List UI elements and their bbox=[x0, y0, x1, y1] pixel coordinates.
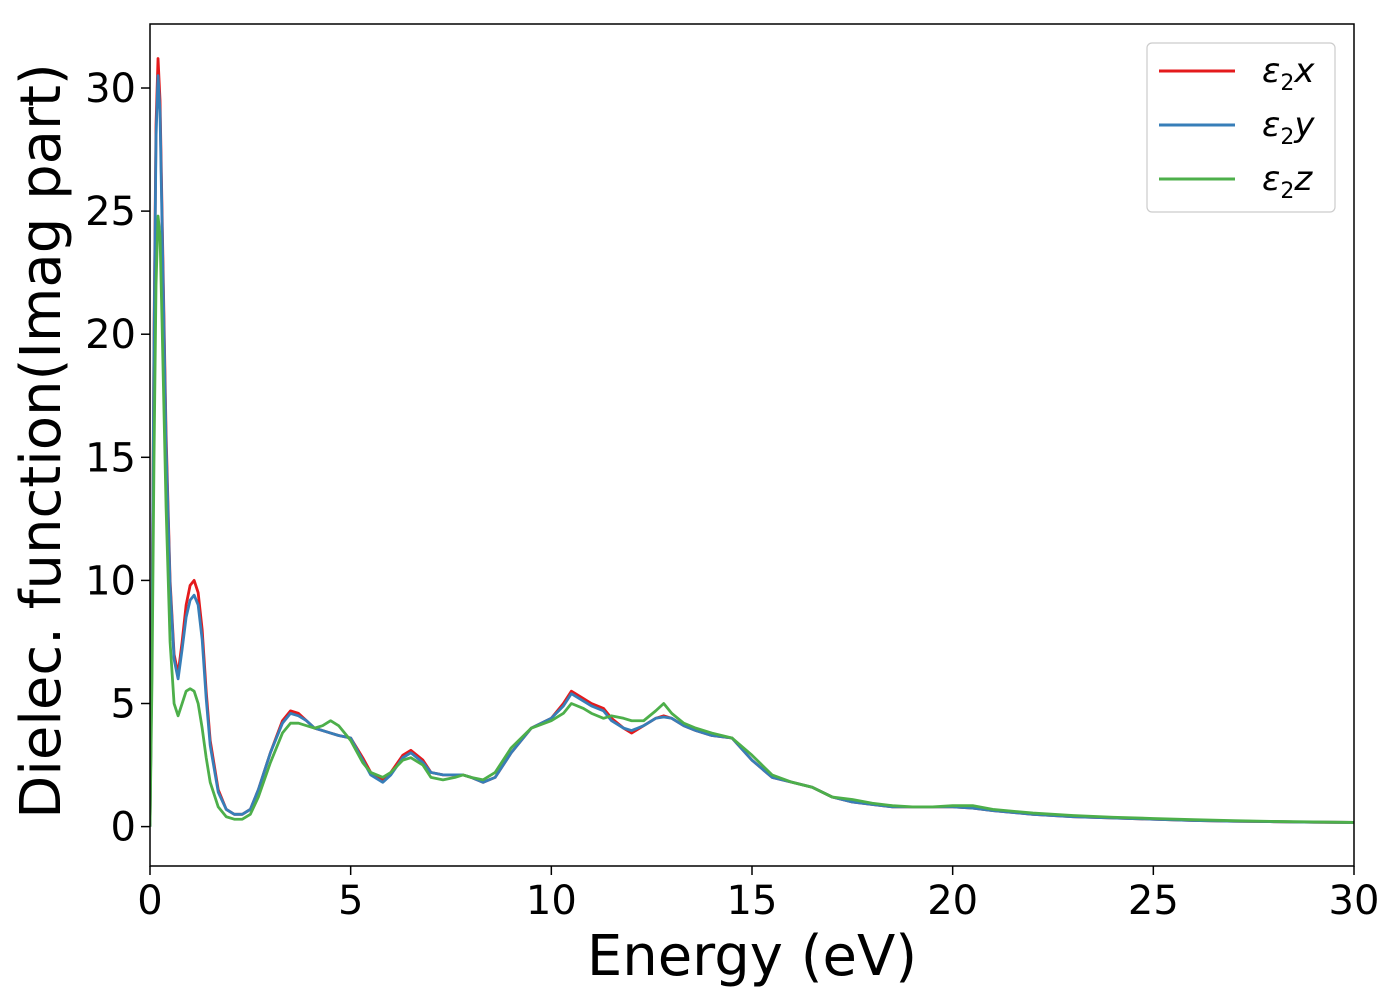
x-tick-label: 25 bbox=[1128, 878, 1179, 924]
legend-label-x: ε2x bbox=[1262, 51, 1315, 96]
x-tick-label: 20 bbox=[927, 878, 978, 924]
y-tick-label: 20 bbox=[85, 312, 136, 358]
x-tick-label: 5 bbox=[338, 878, 363, 924]
series-line-z bbox=[150, 214, 1354, 827]
series-layer bbox=[150, 57, 1354, 827]
y-axis-ticks: 0 5 10 15 20 25 30 bbox=[85, 66, 150, 851]
x-tick-label: 10 bbox=[526, 878, 577, 924]
legend-subscript: 2 bbox=[1280, 125, 1294, 150]
x-tick-label: 0 bbox=[137, 878, 162, 924]
y-tick-label: 10 bbox=[85, 558, 136, 604]
legend-box bbox=[1146, 42, 1336, 213]
legend-label-y: ε2y bbox=[1262, 105, 1315, 150]
y-axis-title: Dielec. function(Imag part) bbox=[9, 63, 74, 819]
legend-symbol: ε bbox=[1262, 105, 1280, 145]
legend-label-z: ε2z bbox=[1262, 159, 1313, 204]
x-axis-ticks: 0 5 10 15 20 25 30 bbox=[137, 866, 1379, 924]
legend-subscript: 2 bbox=[1280, 71, 1294, 96]
y-tick-label: 30 bbox=[85, 66, 136, 112]
y-tick-label: 15 bbox=[85, 435, 136, 481]
y-tick-label: 25 bbox=[85, 189, 136, 235]
y-tick-label: 5 bbox=[111, 682, 136, 728]
legend-subscript: 2 bbox=[1280, 179, 1294, 204]
legend-variable: y bbox=[1293, 105, 1315, 145]
y-tick-label: 0 bbox=[111, 805, 136, 851]
legend-variable: z bbox=[1293, 159, 1313, 199]
legend-symbol: ε bbox=[1262, 159, 1280, 199]
x-tick-label: 30 bbox=[1329, 878, 1380, 924]
legend-variable: x bbox=[1293, 51, 1315, 91]
x-tick-label: 15 bbox=[727, 878, 778, 924]
x-axis-title: Energy (eV) bbox=[587, 924, 917, 989]
legend-symbol: ε bbox=[1262, 51, 1280, 91]
